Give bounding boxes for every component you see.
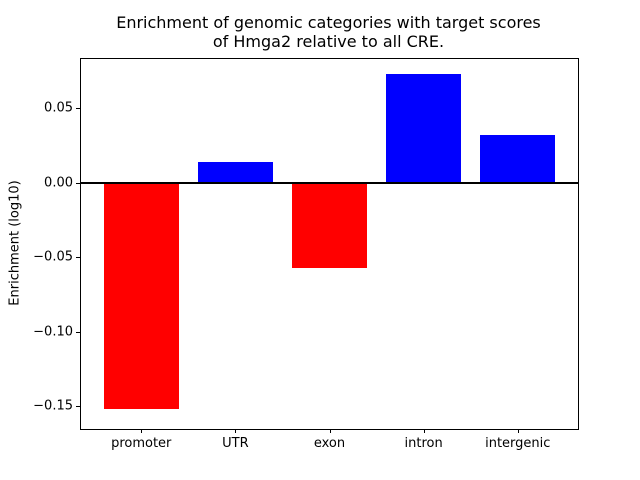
- y-tick-label: −0.05: [33, 249, 73, 265]
- x-tick-label-exon: exon: [313, 436, 346, 451]
- x-tick-intergenic: [517, 429, 519, 433]
- x-tick-label-promoter: promoter: [111, 436, 172, 451]
- y-tick-label: 0.00: [44, 175, 73, 191]
- y-tick: [76, 257, 80, 259]
- bar-intron: [385, 74, 462, 183]
- y-tick: [76, 182, 80, 184]
- y-tick-label: −0.10: [33, 324, 73, 339]
- bar-intergenic: [480, 135, 556, 183]
- y-tick: [76, 331, 80, 333]
- y-tick: [76, 405, 80, 407]
- y-tick-label: 0.05: [44, 100, 73, 116]
- y-tick: [76, 108, 80, 110]
- y-tick-label: −0.15: [33, 398, 73, 414]
- bar-promoter: [103, 182, 179, 409]
- x-tick-exon: [329, 429, 331, 433]
- x-tick-intron: [423, 429, 425, 433]
- bar-UTR: [197, 161, 274, 183]
- zero-line: [81, 181, 578, 184]
- bar-exon: [291, 182, 368, 268]
- x-tick-label-intergenic: intergenic: [485, 436, 551, 451]
- x-tick-label-intron: intron: [404, 436, 443, 451]
- x-tick-label-UTR: UTR: [222, 436, 249, 451]
- x-tick-UTR: [235, 429, 237, 433]
- x-tick-promoter: [141, 429, 143, 433]
- y-axis-label: Enrichment (log10): [7, 180, 23, 306]
- plot-area: [76, 58, 579, 433]
- chart-title: Enrichment of genomic categories with ta…: [116, 13, 541, 51]
